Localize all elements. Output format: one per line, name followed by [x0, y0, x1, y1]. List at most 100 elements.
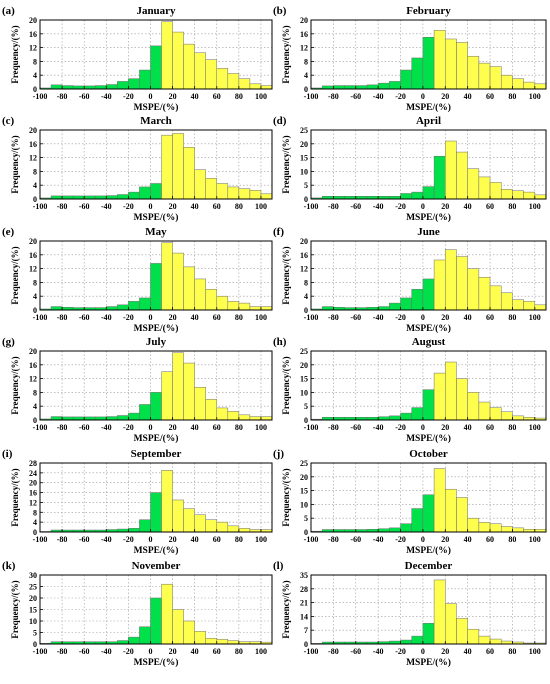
- y-axis-label: Frequency/(%): [10, 356, 20, 414]
- bar: [217, 639, 228, 644]
- bar: [128, 637, 139, 644]
- y-tick-label: 20: [300, 140, 308, 149]
- x-tick-label: 0: [421, 202, 425, 211]
- panel-title: September: [131, 448, 182, 460]
- bar: [490, 408, 501, 420]
- x-tick-label: 20: [441, 647, 449, 656]
- y-tick-label: 0: [304, 85, 308, 94]
- bar: [501, 412, 512, 420]
- bar: [162, 372, 173, 420]
- x-tick-label: 0: [148, 647, 152, 656]
- bar: [139, 70, 150, 89]
- y-tick-label: 20: [300, 237, 308, 246]
- y-tick-label: 7: [304, 626, 308, 635]
- bar: [423, 37, 434, 89]
- bar: [479, 522, 490, 532]
- bar: [106, 417, 117, 420]
- bar: [217, 183, 228, 199]
- x-tick-label: 40: [191, 313, 199, 322]
- x-tick-label: 100: [529, 92, 541, 101]
- bar: [468, 518, 479, 532]
- bar: [389, 81, 400, 89]
- x-tick-label: -40: [373, 313, 384, 322]
- x-tick-label: 60: [213, 423, 221, 432]
- y-tick-label: 4: [33, 71, 37, 80]
- panel-title: July: [146, 336, 167, 348]
- x-tick-label: -80: [57, 202, 68, 211]
- bar: [434, 156, 445, 199]
- bar: [228, 411, 239, 420]
- bar: [173, 610, 184, 645]
- bar: [239, 415, 250, 420]
- y-tick-label: 20: [29, 237, 37, 246]
- x-tick-label: 80: [508, 313, 516, 322]
- x-tick-label: -40: [101, 313, 112, 322]
- y-axis-label: Frequency/(%): [281, 25, 291, 83]
- x-tick-label: 0: [421, 313, 425, 322]
- x-tick-label: 80: [235, 92, 243, 101]
- bar: [150, 46, 161, 89]
- bar: [162, 584, 173, 644]
- bar: [184, 509, 195, 532]
- y-tick-label: 15: [300, 375, 308, 384]
- panel-title: February: [406, 5, 451, 17]
- bar: [51, 417, 62, 420]
- bar: [150, 598, 161, 644]
- x-tick-label: 0: [421, 647, 425, 656]
- bar: [239, 189, 250, 199]
- bar: [456, 498, 467, 533]
- bar: [445, 141, 456, 199]
- bar: [117, 305, 128, 310]
- bar: [535, 305, 546, 310]
- x-tick-label: -40: [373, 202, 384, 211]
- bar: [456, 379, 467, 420]
- x-tick-label: 80: [508, 647, 516, 656]
- bar: [150, 392, 161, 420]
- x-tick-label: 40: [464, 92, 472, 101]
- bar: [501, 526, 512, 532]
- bar: [456, 257, 467, 310]
- x-tick-label: 80: [508, 535, 516, 544]
- bar: [423, 623, 434, 644]
- x-tick-label: 20: [169, 423, 177, 432]
- x-tick-label: 100: [529, 647, 541, 656]
- y-tick-label: 14: [300, 612, 308, 621]
- bar: [173, 500, 184, 532]
- x-axis-label: MSPE/(%): [134, 657, 179, 668]
- bar: [367, 85, 378, 89]
- bar: [128, 413, 139, 420]
- bar: [434, 580, 445, 644]
- x-tick-label: -40: [373, 423, 384, 432]
- bar: [389, 303, 400, 310]
- bar: [479, 177, 490, 199]
- y-tick-label: 4: [33, 518, 37, 527]
- x-tick-label: 100: [255, 647, 267, 656]
- x-tick-label: -20: [395, 313, 406, 322]
- x-tick-label: 100: [255, 202, 267, 211]
- bar: [228, 187, 239, 199]
- panel-title: March: [140, 115, 172, 127]
- y-tick-label: 12: [29, 265, 37, 274]
- x-tick-label: -40: [101, 423, 112, 432]
- bar: [434, 469, 445, 532]
- panel-title: June: [417, 226, 440, 238]
- x-tick-label: 80: [235, 313, 243, 322]
- x-tick-label: -20: [395, 423, 406, 432]
- bar: [423, 187, 434, 199]
- x-tick-label: -20: [123, 92, 134, 101]
- bar: [468, 629, 479, 644]
- x-tick-label: 40: [464, 313, 472, 322]
- bar: [401, 640, 412, 644]
- x-tick-label: -20: [123, 202, 134, 211]
- bar: [206, 60, 217, 89]
- bar: [206, 520, 217, 532]
- bar: [62, 86, 73, 89]
- bar: [206, 289, 217, 310]
- y-tick-label: 8: [33, 508, 37, 517]
- panel-letter: (b): [273, 5, 287, 17]
- x-axis-label: MSPE/(%): [406, 657, 451, 668]
- y-tick-label: 5: [33, 629, 37, 638]
- x-tick-label: 80: [508, 202, 516, 211]
- x-tick-label: -60: [350, 202, 361, 211]
- x-tick-label: 60: [486, 202, 494, 211]
